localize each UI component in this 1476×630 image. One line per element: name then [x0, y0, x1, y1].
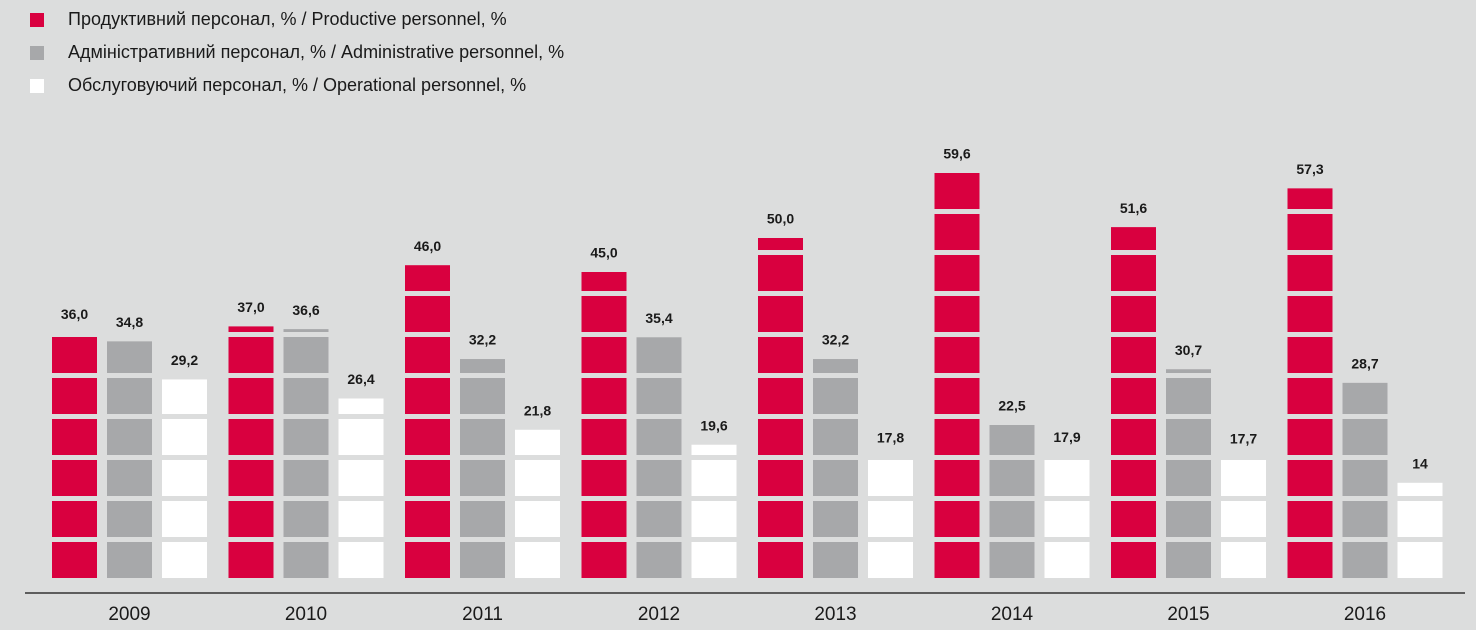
x-tick-label: 2012 — [638, 604, 680, 625]
bar — [1221, 457, 1266, 578]
value-label: 17,7 — [1230, 430, 1257, 446]
value-label: 29,2 — [171, 352, 198, 368]
value-label: 50,0 — [767, 211, 794, 227]
legend-label: Адміністративний персонал, % / Administr… — [68, 42, 564, 62]
x-tick-label: 2013 — [814, 604, 856, 625]
value-label: 32,2 — [822, 332, 849, 348]
x-tick-label: 2010 — [285, 604, 327, 625]
value-label: 30,7 — [1175, 342, 1202, 358]
bar — [405, 265, 450, 578]
bar — [989, 425, 1035, 578]
bar — [283, 329, 329, 578]
bar — [1044, 456, 1090, 578]
value-label: 57,3 — [1296, 161, 1323, 177]
bar — [162, 379, 207, 578]
bar — [228, 326, 274, 578]
value-label: 36,6 — [292, 302, 319, 318]
value-label: 59,6 — [943, 145, 970, 161]
value-label: 37,0 — [237, 299, 264, 315]
bar — [1397, 482, 1443, 578]
legend-label: Обслуговуючий персонал, % / Operational … — [68, 75, 526, 95]
bar — [460, 359, 505, 578]
bar — [813, 359, 858, 578]
value-label: 45,0 — [590, 245, 617, 261]
bar — [868, 456, 913, 578]
bar — [581, 272, 627, 578]
x-tick-label: 2014 — [991, 604, 1034, 625]
value-label: 35,4 — [645, 310, 672, 326]
value-label: 17,9 — [1053, 429, 1080, 445]
value-label: 32,2 — [469, 332, 496, 348]
value-label: 51,6 — [1120, 200, 1147, 216]
x-tick-label: 2016 — [1344, 604, 1386, 625]
bar — [515, 429, 560, 578]
x-tick-label: 2009 — [108, 604, 150, 625]
legend-swatch — [30, 79, 44, 93]
bar — [1111, 227, 1156, 578]
value-label: 46,0 — [414, 238, 441, 254]
bar — [934, 172, 980, 578]
value-label: 28,7 — [1351, 356, 1378, 372]
bar — [107, 341, 152, 578]
bar — [52, 333, 97, 578]
bar — [691, 444, 737, 578]
bar — [1166, 369, 1211, 578]
bar — [1287, 188, 1333, 579]
x-tick-label: 2011 — [462, 604, 503, 625]
bar — [636, 337, 682, 578]
value-label: 26,4 — [347, 371, 374, 387]
value-label: 21,8 — [524, 402, 551, 418]
x-tick-label: 2015 — [1167, 604, 1209, 625]
legend-swatch — [30, 13, 44, 27]
legend-swatch — [30, 46, 44, 60]
bar — [1342, 382, 1388, 578]
bar — [338, 398, 384, 578]
value-label: 22,5 — [998, 398, 1025, 414]
value-label: 34,8 — [116, 314, 143, 330]
legend-label: Продуктивний персонал, % / Productive pe… — [68, 9, 507, 29]
bar — [758, 238, 803, 578]
value-label: 17,8 — [877, 430, 904, 446]
value-label: 14 — [1412, 456, 1428, 472]
value-label: 19,6 — [700, 417, 727, 433]
value-label: 36,0 — [61, 306, 88, 322]
